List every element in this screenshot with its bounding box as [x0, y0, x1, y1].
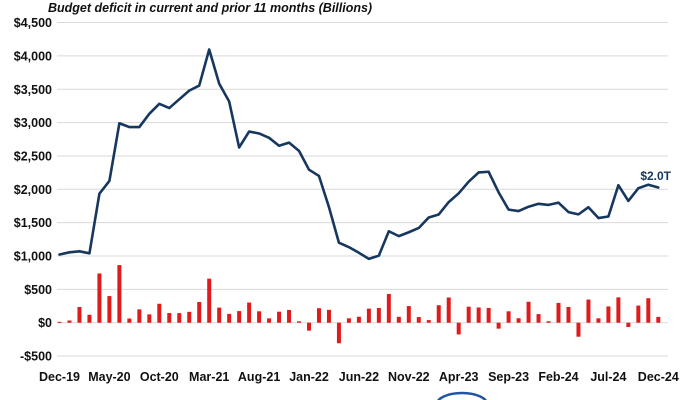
monthly-deficit-bar [656, 316, 661, 323]
y-axis-tick-label: $1,000 [14, 250, 52, 264]
monthly-deficit-bar [326, 309, 331, 323]
partial-logo-oval [437, 391, 487, 400]
monthly-deficit-bar [416, 317, 421, 323]
line-end-value-label: $2.0T [640, 169, 671, 183]
monthly-deficit-bar [526, 301, 531, 323]
y-axis-tick-label: $2,000 [14, 183, 52, 197]
monthly-deficit-bar [97, 273, 102, 323]
monthly-deficit-bar [117, 265, 122, 323]
monthly-deficit-bar [546, 321, 551, 323]
x-axis-tick-label: Apr-23 [439, 370, 479, 384]
x-axis-tick-label: Jul-24 [590, 370, 626, 384]
monthly-deficit-bar [87, 314, 92, 323]
monthly-deficit-bar [436, 305, 441, 323]
y-axis-tick-label: $4,500 [14, 16, 52, 30]
y-axis-tick-label: $3,000 [14, 116, 52, 130]
monthly-deficit-bar [366, 308, 371, 323]
chart-title: Budget deficit in current and prior 11 m… [48, 1, 373, 15]
monthly-deficit-bar [247, 302, 252, 323]
monthly-deficit-bar [197, 301, 202, 323]
monthly-deficit-bar [227, 313, 232, 323]
monthly-deficit-bar [386, 294, 391, 323]
monthly-deficit-bar [257, 311, 262, 323]
monthly-deficit-bar [127, 318, 132, 323]
monthly-deficit-bar [207, 278, 212, 323]
monthly-deficit-bar [356, 316, 361, 323]
monthly-deficit-bar [596, 318, 601, 323]
y-axis-tick-label: $3,500 [14, 83, 52, 97]
x-axis-tick-label: Mar-21 [189, 370, 229, 384]
monthly-deficit-bar [566, 306, 571, 323]
monthly-deficit-bar [107, 296, 112, 323]
monthly-deficit-bar [496, 322, 501, 329]
monthly-deficit-bar [157, 303, 162, 323]
monthly-deficit-bar [476, 307, 481, 323]
monthly-deficit-bar [516, 318, 521, 323]
monthly-deficit-bar [556, 302, 561, 323]
monthly-deficit-bar [466, 306, 471, 323]
x-axis-tick-label: Sep-23 [488, 370, 529, 384]
x-axis-tick-label: May-20 [88, 370, 130, 384]
monthly-deficit-bar [396, 316, 401, 323]
monthly-deficit-bar [217, 307, 222, 323]
monthly-deficit-bar [187, 311, 192, 323]
monthly-deficit-bar [576, 322, 581, 337]
monthly-deficit-bar [616, 297, 621, 323]
monthly-deficit-bar [237, 311, 242, 323]
monthly-deficit-bar [267, 318, 272, 323]
monthly-deficit-bar [57, 321, 62, 323]
x-axis-tick-label: Jun-22 [339, 370, 379, 384]
x-axis-tick-label: Oct-20 [140, 370, 179, 384]
x-axis-tick-label: Feb-24 [538, 370, 578, 384]
monthly-deficit-bar [486, 307, 491, 323]
monthly-deficit-bar [406, 306, 411, 323]
y-axis-tick-label: $500 [24, 283, 52, 297]
monthly-deficit-bar [606, 306, 611, 323]
monthly-deficit-bar [307, 322, 311, 331]
monthly-deficit-bar [77, 307, 82, 323]
x-axis-tick-label: Dec-19 [39, 370, 80, 384]
monthly-deficit-bar [506, 311, 511, 323]
monthly-deficit-bar [287, 309, 292, 323]
deficit-line [58, 48, 660, 261]
monthly-deficit-bar [636, 305, 641, 323]
monthly-deficit-bar [177, 313, 182, 323]
monthly-deficit-bar [336, 322, 341, 344]
y-axis-tick-label: $0 [38, 316, 52, 330]
monthly-deficit-bar [586, 299, 591, 323]
monthly-deficit-bar [167, 313, 172, 323]
y-axis-tick-label: -$500 [20, 350, 52, 364]
y-axis-tick-label: $1,500 [14, 216, 52, 230]
monthly-deficit-bar [446, 297, 451, 323]
x-axis-tick-label: Jan-22 [289, 370, 329, 384]
monthly-deficit-bar [626, 322, 631, 327]
monthly-deficit-bar [346, 318, 351, 323]
monthly-deficit-bar [67, 320, 72, 323]
x-axis-tick-label: Dec-24 [638, 370, 679, 384]
monthly-deficit-bar [277, 311, 282, 323]
monthly-deficit-bar [297, 321, 302, 323]
y-axis-tick-label: $4,000 [14, 49, 52, 63]
monthly-deficit-bar [147, 314, 152, 323]
monthly-deficit-bar [137, 309, 142, 323]
monthly-deficit-bar [536, 314, 541, 323]
monthly-deficit-bar [456, 322, 461, 335]
monthly-deficit-bar [426, 320, 431, 323]
monthly-deficit-bar [316, 308, 321, 323]
monthly-deficit-bar [376, 308, 381, 323]
x-axis-tick-label: Nov-22 [388, 370, 430, 384]
monthly-deficit-bar [646, 298, 651, 323]
y-axis-tick-label: $2,500 [14, 149, 52, 163]
x-axis-tick-label: Aug-21 [238, 370, 280, 384]
